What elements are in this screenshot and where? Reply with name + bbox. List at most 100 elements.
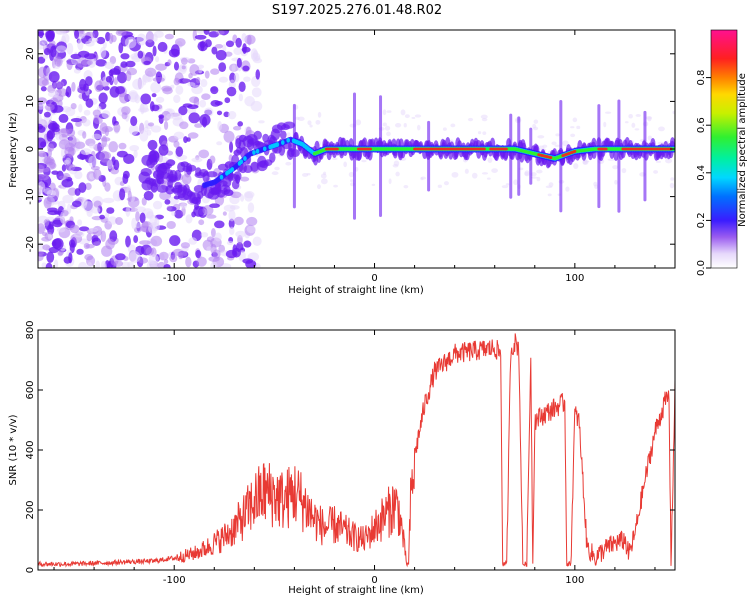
spectral-noise-patch: [247, 202, 255, 213]
spectral-noise-patch: [501, 185, 509, 189]
spectral-noise-patch: [125, 206, 131, 217]
spectral-noise-patch: [115, 30, 127, 37]
spectral-noise-patch: [38, 120, 50, 126]
spectral-noise-patch: [40, 141, 47, 148]
spectral-noise-patch: [216, 30, 225, 35]
spectral-noise-patch: [38, 37, 41, 47]
spectral-noise-patch: [148, 223, 158, 234]
spectral-noise-patch: [487, 157, 493, 163]
spectral-noise-patch: [50, 45, 57, 58]
spectral-noise-patch: [42, 54, 49, 60]
spectral-noise-patch: [217, 120, 223, 131]
spectral-noise-patch: [607, 158, 615, 161]
spectral-noise-patch: [258, 120, 265, 124]
spectral-noise-patch: [43, 111, 51, 118]
spectral-ridge-core: [369, 147, 373, 151]
spectral-ridge-halo: [283, 121, 296, 129]
spectral-noise-patch: [255, 69, 261, 80]
spectral-noise-patch: [670, 177, 675, 181]
spectral-noise-patch: [93, 168, 102, 180]
spectral-noise-patch: [82, 118, 91, 127]
spectral-noise-patch: [157, 41, 168, 53]
spectral-noise-patch: [68, 239, 76, 248]
spectral-ridge-halo: [174, 169, 182, 181]
spectral-noise-patch: [55, 30, 66, 35]
spectral-noise-patch: [171, 210, 176, 216]
spectral-noise-patch: [122, 173, 129, 184]
spectral-noise-patch: [113, 123, 121, 133]
colorbar-tick-label: 0.8: [696, 70, 707, 86]
spectral-ridge-halo: [290, 149, 300, 158]
spectral-ridge-core: [482, 147, 486, 151]
spectral-noise-patch: [210, 228, 216, 238]
spectral-noise-patch: [193, 205, 205, 217]
spectral-noise-patch: [70, 118, 82, 123]
spectral-noise-patch: [158, 114, 165, 119]
colorbar-frame: [710, 29, 738, 269]
spectral-noise-patch: [154, 217, 160, 226]
spectral-noise-patch: [74, 141, 86, 150]
spectral-noise-patch: [43, 219, 50, 227]
spectral-noise-patch: [93, 116, 103, 125]
snr-plot-area: [38, 330, 675, 570]
spectral-noise-patch: [38, 31, 45, 37]
spectral-noise-patch: [40, 86, 47, 92]
spectral-noise-patch: [208, 256, 220, 262]
spectral-noise-patch: [46, 129, 56, 140]
spectrogram-x-axis-label: Height of straight line (km): [288, 285, 424, 296]
spectral-noise-patch: [52, 219, 63, 228]
spectral-noise-patch: [53, 127, 60, 133]
spectral-noise-patch: [232, 125, 242, 131]
spectral-noise-patch: [106, 159, 113, 170]
spectral-noise-patch: [58, 139, 71, 150]
spectral-noise-patch: [77, 219, 83, 226]
spectral-noise-patch: [189, 64, 200, 76]
spectral-noise-patch: [98, 92, 108, 104]
spectral-noise-patch: [603, 121, 607, 128]
spectral-noise-patch: [320, 178, 328, 185]
spectral-noise-patch: [38, 164, 45, 174]
spectral-noise-patch: [51, 170, 59, 175]
spectral-ridge-core: [504, 147, 508, 151]
spectral-noise-patch: [153, 33, 158, 42]
spectral-noise-patch: [144, 67, 157, 77]
spectral-noise-patch: [85, 244, 95, 249]
spectral-noise-patch: [134, 94, 141, 104]
spectral-noise-patch: [38, 223, 46, 235]
spectral-noise-patch: [199, 99, 207, 108]
spectral-noise-patch: [238, 81, 246, 93]
spectral-noise-patch: [118, 42, 124, 54]
spectral-noise-patch: [416, 124, 421, 131]
colorbar-tick-label: 0.0: [696, 260, 707, 276]
spectral-noise-patch: [192, 30, 197, 41]
spectral-noise-patch: [198, 149, 210, 159]
spectral-noise-patch: [481, 172, 489, 175]
spectral-noise-patch: [204, 70, 210, 79]
spectral-noise-patch: [231, 64, 236, 72]
spectral-noise-patch: [100, 230, 107, 243]
spectral-noise-patch: [130, 115, 138, 127]
spectral-noise-patch: [295, 116, 300, 120]
spectral-noise-patch: [532, 123, 537, 129]
spectrogram-y-axis-label: Frequency (Hz): [8, 112, 19, 188]
spectral-noise-patch: [74, 30, 80, 40]
colorbar-ticks: 0.0 0.2 0.4 0.6 0.8: [696, 70, 711, 276]
spectral-noise-patch: [87, 261, 93, 268]
spectral-noise-patch: [227, 110, 237, 120]
spectral-noise-patch: [443, 181, 449, 186]
spectral-ridge-cyan: [275, 142, 280, 147]
spectral-noise-patch: [180, 57, 188, 65]
spectral-noise-patch: [486, 177, 491, 180]
spectral-noise-patch: [113, 77, 118, 86]
spectral-noise-patch: [71, 200, 82, 208]
spectral-noise-patch: [536, 169, 543, 174]
spectral-noise-patch: [95, 260, 101, 268]
spectral-noise-patch: [631, 122, 636, 128]
spectral-noise-patch: [317, 184, 321, 190]
spectral-noise-patch: [350, 179, 354, 183]
spectral-ridge-halo: [243, 165, 253, 174]
spectral-noise-patch: [135, 211, 140, 222]
spectral-noise-patch: [47, 143, 55, 152]
spectral-noise-patch: [158, 144, 169, 156]
